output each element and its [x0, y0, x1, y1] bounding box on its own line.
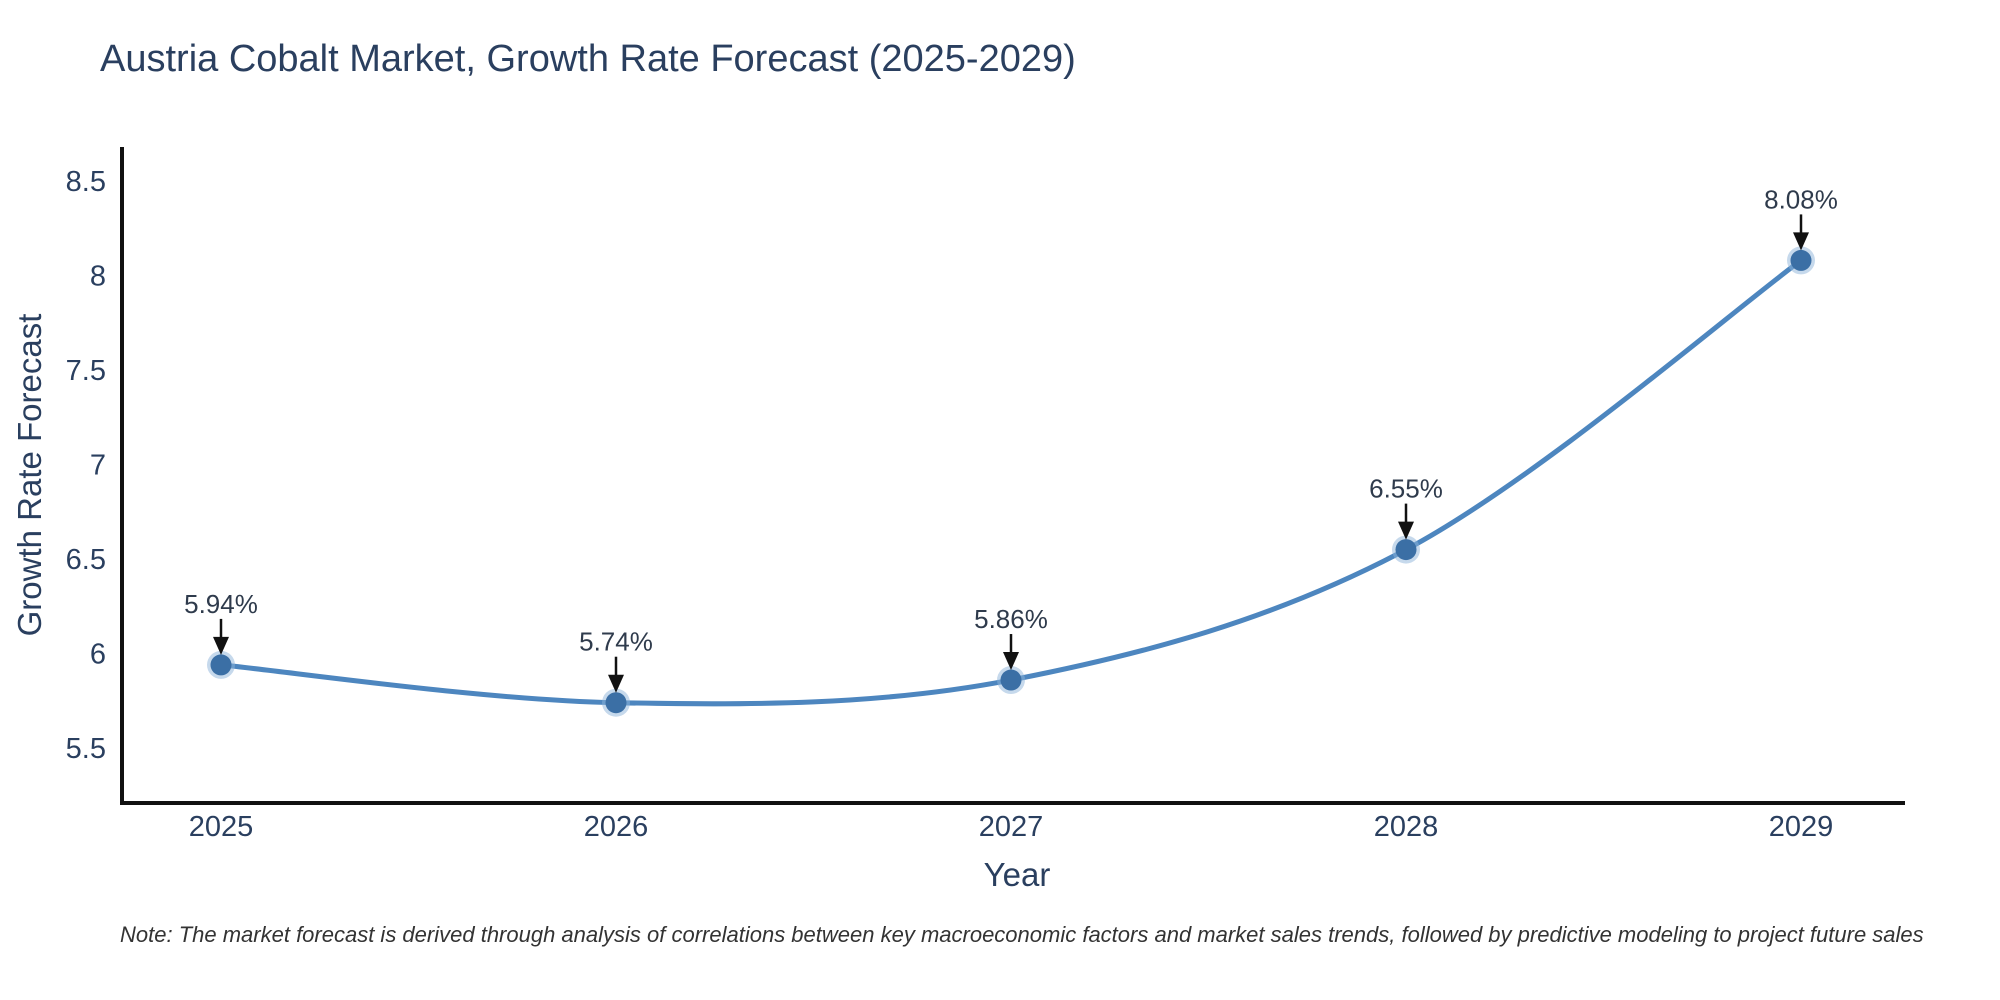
- point-annotation-label: 5.74%: [579, 627, 653, 657]
- x-tick-label: 2025: [189, 811, 254, 843]
- annotation-arrowhead-icon: [608, 674, 624, 693]
- point-annotation-label: 8.08%: [1764, 184, 1838, 214]
- annotation-arrowhead-icon: [1003, 652, 1019, 671]
- y-tick-label: 8: [90, 261, 106, 293]
- point-annotation-label: 5.86%: [974, 604, 1048, 634]
- trend-line: [218, 257, 1804, 707]
- x-tick-label: 2026: [584, 811, 649, 843]
- footnote: Note: The market forecast is derived thr…: [120, 922, 1924, 947]
- point-annotation-label: 6.55%: [1369, 474, 1443, 504]
- y-tick-label: 7.5: [66, 355, 106, 387]
- y-tick-label: 6.5: [66, 544, 106, 576]
- data-point-marker: [1395, 539, 1417, 561]
- x-tick-label: 2028: [1374, 811, 1439, 843]
- chart-title: Austria Cobalt Market, Growth Rate Forec…: [100, 38, 1076, 80]
- annotation-arrowhead-icon: [213, 636, 229, 655]
- x-axis-title: Year: [983, 856, 1051, 893]
- annotation-arrowhead-icon: [1398, 521, 1414, 540]
- x-tick-label: 2027: [979, 811, 1044, 843]
- y-tick-label: 6: [90, 639, 106, 671]
- data-point-marker: [605, 692, 627, 714]
- data-point-marker: [1000, 669, 1022, 691]
- point-annotation-label: 5.94%: [184, 589, 258, 619]
- y-tick-label: 5.5: [66, 733, 106, 765]
- y-tick-label: 8.5: [66, 166, 106, 198]
- annotation-arrowhead-icon: [1793, 232, 1809, 251]
- data-point-marker: [210, 654, 232, 676]
- data-point-marker: [1790, 249, 1812, 271]
- x-tick-label: 2029: [1769, 811, 1834, 843]
- y-tick-label: 7: [90, 450, 106, 482]
